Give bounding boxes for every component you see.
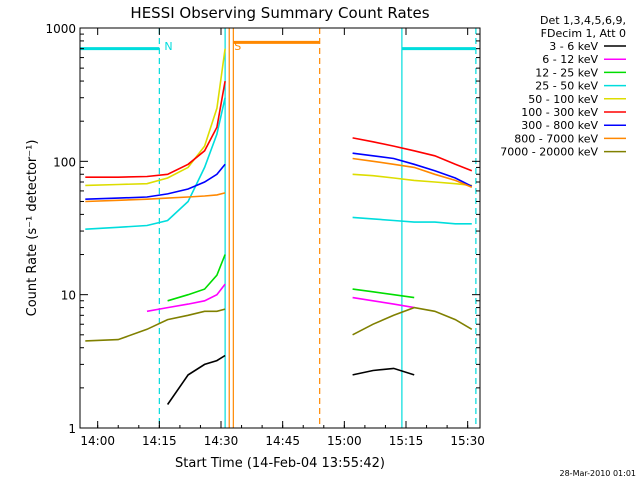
legend-label: 300 - 800 keV [521,119,598,132]
y-tick-label: 1000 [45,22,76,36]
y-tick-label: 10 [61,289,76,303]
legend: Det 1,3,4,5,6,9,FDecim 1, Att 03 - 6 keV… [500,14,626,159]
x-tick-label: 14:30 [204,434,239,448]
legend-header: FDecim 1, Att 0 [541,27,626,40]
series-line [85,97,226,230]
date-stamp: 28-Mar-2010 01:01 [560,469,637,478]
series-line [352,152,473,188]
y-tick-label: 1 [68,422,76,436]
plot-frame [79,27,481,429]
vertical-line-group [158,28,477,428]
legend-label: 3 - 6 keV [549,40,598,53]
legend-label: 6 - 12 keV [542,53,598,66]
legend-label: 800 - 7000 keV [514,132,598,145]
marker-label: N [164,40,172,53]
chart-title: HESSI Observing Summary Count Rates [130,4,429,22]
series-line [352,367,415,376]
legend-label: 12 - 25 keV [535,66,598,79]
legend-label: 100 - 300 keV [521,106,598,119]
series-group [85,48,473,405]
y-axis: 1 10 100 1000 [45,22,480,436]
series-line [85,80,226,178]
y-tick-label: 100 [53,155,76,169]
series-line [166,354,226,405]
x-tick-label: 15:30 [450,434,485,448]
series-line [85,48,226,187]
x-axis-label: Start Time (14-Feb-04 13:55:42) [175,456,385,471]
series-line [85,308,226,342]
legend-label: 50 - 100 keV [528,93,598,106]
x-tick-label: 14:00 [80,434,115,448]
x-tick-label: 15:00 [327,434,362,448]
series-line [85,192,226,203]
series-line [352,137,473,172]
legend-header: Det 1,3,4,5,6,9, [540,14,626,27]
y-axis-label: Count Rate (s⁻¹ detector⁻¹) [25,140,40,317]
x-tick-label: 14:45 [265,434,300,448]
x-tick-label: 14:15 [142,434,177,448]
series-line [167,254,226,302]
series-line [352,306,473,336]
legend-label: 7000 - 20000 keV [500,146,598,159]
series-line [146,283,226,313]
series-line [352,216,472,225]
series-line [352,288,415,299]
series-line [352,296,415,309]
series-line [85,163,226,200]
marker-label: S [234,40,241,53]
series-line [352,157,473,188]
x-axis: 14:00 14:15 14:30 14:45 15:00 15:15 15:30 [80,28,485,448]
top-bar-group [80,40,476,51]
legend-label: 25 - 50 keV [535,80,598,93]
series-line [352,173,472,187]
x-tick-label: 15:15 [389,434,424,448]
